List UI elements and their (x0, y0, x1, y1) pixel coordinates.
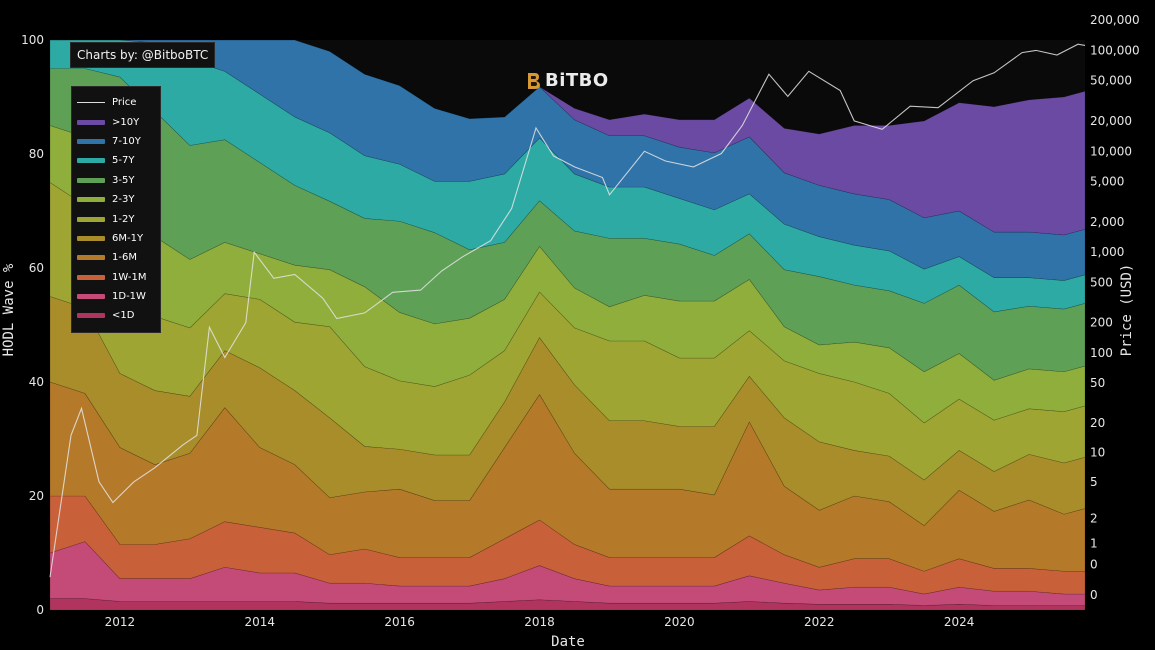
y2-tick-label: 1 (1090, 536, 1098, 550)
x-axis-title: Date (551, 634, 585, 650)
legend-swatch (77, 138, 105, 144)
area-gt10y (50, 39, 1086, 236)
legend-item[interactable]: 3-5Y (77, 171, 155, 190)
x-tick-label: 2014 (245, 615, 276, 629)
chart-credit: Charts by: @BitboBTC (70, 42, 216, 68)
x-tick-label: 2020 (664, 615, 695, 629)
y2-axis-title: Price (USD) (1119, 264, 1135, 357)
legend-label: 3-5Y (112, 174, 135, 186)
legend-swatch (77, 216, 105, 222)
legend-label: 1W-1M (112, 271, 147, 283)
legend-item[interactable]: Price (77, 93, 155, 112)
legend-swatch (77, 313, 105, 319)
x-tick-label: 2012 (105, 615, 136, 629)
bitbo-watermark: BiTBO (525, 70, 609, 91)
price-line (49, 43, 1086, 578)
legend-swatch (77, 197, 105, 203)
price-line-group (49, 43, 1086, 578)
y2-tick-label: 5 (1090, 475, 1098, 489)
legend-label: <1D (112, 310, 135, 322)
y2-tick-label: 5,000 (1090, 175, 1124, 189)
y2-tick-label: 2 (1090, 511, 1098, 525)
legend-item[interactable]: 1-6M (77, 248, 155, 267)
y2-tick-label: 1,000 (1090, 245, 1124, 259)
y2-tick-label: 200,000 (1090, 13, 1140, 27)
y-tick-label: 0 (36, 603, 44, 617)
chart-legend: Price >10Y 7-10Y 5-7Y 3-5Y 2-3Y 1-2Y 6M-1Y 1-6M 1… (71, 86, 161, 333)
y2-tick-label: 50,000 (1090, 74, 1132, 88)
y2-tick-label: 20,000 (1090, 114, 1132, 128)
legend-swatch (77, 102, 105, 104)
legend-item[interactable]: 1W-1M (77, 268, 155, 287)
legend-label: 6M-1Y (112, 232, 144, 244)
y2-tick-label: 10,000 (1090, 144, 1132, 158)
y2-tick-label: 200 (1090, 316, 1113, 330)
x-tick-label: 2022 (804, 615, 835, 629)
legend-item[interactable]: 2-3Y (77, 190, 155, 209)
area-series-group (49, 39, 1086, 611)
y-tick-label: 60 (29, 261, 44, 275)
legend-swatch (77, 294, 105, 300)
y2-tick-label: 2,000 (1090, 215, 1124, 229)
legend-swatch (77, 255, 105, 261)
legend-swatch (77, 158, 105, 164)
y-tick-label: 80 (29, 147, 44, 161)
legend-label: >10Y (112, 116, 140, 128)
y2-tick-label: 100,000 (1090, 43, 1140, 57)
y2-tick-label: 0 (1090, 588, 1098, 602)
y-tick-label: 100 (21, 33, 44, 47)
y2-tick-label: 100 (1090, 346, 1113, 360)
x-tick-label: 2018 (524, 615, 555, 629)
legend-item[interactable]: 7-10Y (77, 132, 155, 151)
legend-swatch (77, 177, 105, 183)
legend-item[interactable]: 6M-1Y (77, 229, 155, 248)
legend-label: Price (112, 97, 137, 109)
legend-item[interactable]: >10Y (77, 112, 155, 131)
legend-swatch (77, 235, 105, 241)
legend-swatch (77, 119, 105, 125)
area-7-10y (50, 39, 1086, 281)
y2-tick-label: 0 (1090, 558, 1098, 572)
bitbo-logo-icon (528, 72, 540, 89)
legend-item[interactable]: 5-7Y (77, 151, 155, 170)
axes-group: 2012 2014 2016 2018 2020 2022 2024020406080100… (21, 13, 1140, 629)
y-axis-title: HODL Wave % (1, 263, 17, 356)
y-tick-label: 20 (29, 489, 44, 503)
bitbo-wordmark: BiTBO (545, 70, 609, 91)
x-tick-label: 2016 (384, 615, 415, 629)
legend-label: 7-10Y (112, 135, 141, 147)
legend-label: 1-6M (112, 252, 137, 264)
x-tick-label: 2024 (944, 615, 975, 629)
legend-item[interactable]: <1D (77, 306, 155, 325)
y-tick-label: 40 (29, 375, 44, 389)
legend-item[interactable]: 1D-1W (77, 287, 155, 306)
legend-item[interactable]: 1-2Y (77, 209, 155, 228)
legend-label: 2-3Y (112, 194, 135, 206)
y2-tick-label: 50 (1090, 376, 1105, 390)
y2-tick-label: 20 (1090, 416, 1105, 430)
legend-label: 5-7Y (112, 155, 135, 167)
y2-tick-label: 500 (1090, 276, 1113, 290)
legend-label: 1D-1W (112, 291, 146, 303)
y2-tick-label: 10 (1090, 446, 1105, 460)
legend-swatch (77, 274, 105, 280)
legend-label: 1-2Y (112, 213, 135, 225)
